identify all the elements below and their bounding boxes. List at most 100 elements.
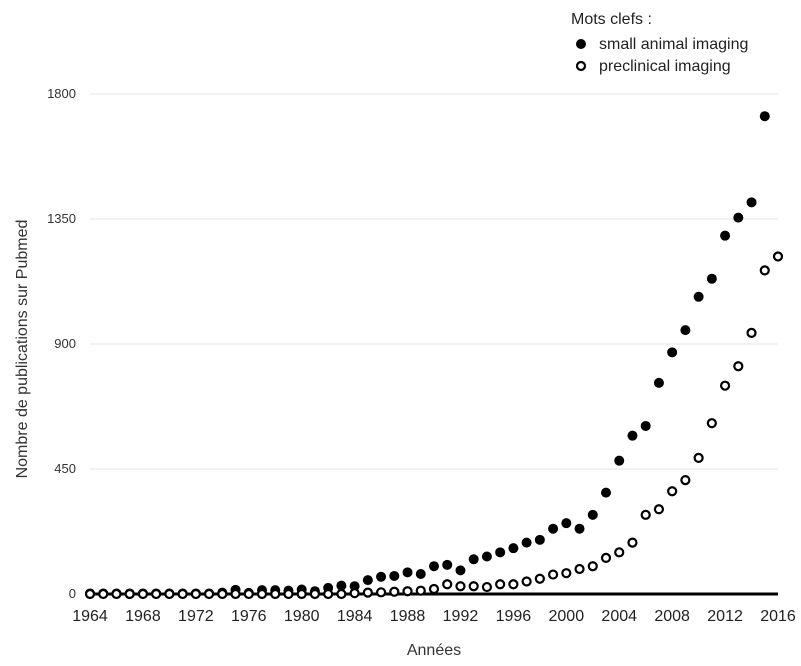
data-point	[495, 579, 506, 590]
data-point	[772, 251, 784, 262]
legend: Mots clefs : small animal imaging preclin…	[571, 11, 748, 75]
data-point	[468, 581, 479, 592]
data-point	[614, 455, 625, 466]
data-point	[309, 588, 321, 600]
x-tick-label: 1980	[284, 608, 320, 625]
data-point	[706, 418, 717, 429]
data-point	[640, 509, 651, 520]
y-tick-label: 450	[54, 461, 76, 476]
data-point	[759, 111, 770, 122]
legend-marker	[575, 60, 587, 72]
data-point	[614, 547, 625, 558]
data-point	[561, 518, 572, 529]
data-point	[375, 587, 387, 598]
data-series	[84, 111, 784, 600]
data-point	[98, 588, 109, 600]
x-tick-labels: 1964 1968 1972 1976 1980 1984 1988 1992 1996 2000…	[72, 608, 796, 625]
data-point	[442, 559, 453, 570]
data-point	[429, 561, 439, 572]
data-point	[600, 552, 612, 563]
data-point	[402, 567, 413, 578]
data-point	[270, 588, 281, 600]
data-point	[587, 561, 598, 572]
data-point	[336, 588, 347, 600]
x-tick-label: 1988	[390, 608, 426, 625]
data-point	[693, 452, 704, 463]
data-point	[111, 588, 122, 600]
series-1	[84, 251, 784, 600]
data-point	[561, 568, 572, 579]
data-point	[336, 580, 347, 591]
data-point	[574, 523, 585, 534]
data-point	[455, 565, 466, 576]
data-point	[667, 486, 678, 497]
data-point	[283, 588, 294, 600]
data-point	[680, 325, 691, 336]
data-point	[534, 534, 545, 545]
data-point	[256, 588, 268, 600]
x-tick-label: 2016	[760, 608, 796, 625]
data-point	[376, 571, 387, 582]
data-point	[323, 588, 334, 600]
y-tick-label: 1350	[47, 211, 76, 226]
data-point	[442, 579, 453, 590]
data-point	[190, 588, 201, 600]
data-point	[746, 327, 757, 338]
legend-item: preclinical imaging	[575, 58, 731, 75]
y-tick-label: 1800	[47, 86, 76, 101]
x-tick-label: 1976	[231, 608, 267, 625]
x-tick-label: 1964	[72, 608, 108, 625]
data-point	[627, 537, 638, 548]
data-point	[508, 543, 519, 554]
data-point	[389, 586, 400, 597]
data-point	[243, 588, 254, 600]
x-tick-label: 1968	[125, 608, 161, 625]
data-point	[428, 583, 440, 595]
data-point	[720, 230, 731, 241]
data-point	[706, 273, 717, 284]
data-point	[362, 575, 373, 586]
data-point	[481, 581, 493, 593]
data-point	[653, 504, 665, 515]
data-point	[349, 588, 360, 599]
data-point	[203, 588, 215, 600]
data-point	[508, 579, 519, 590]
legend-label: preclinical imaging	[599, 58, 731, 75]
data-point	[521, 576, 532, 587]
data-point	[177, 588, 188, 600]
data-point	[693, 291, 704, 302]
data-point	[640, 420, 651, 431]
data-point	[719, 380, 731, 391]
legend-marker	[576, 39, 586, 49]
data-point	[733, 212, 744, 223]
x-tick-label: 2008	[654, 608, 690, 625]
data-point	[415, 585, 426, 596]
x-tick-label: 1984	[337, 608, 373, 625]
data-point	[733, 361, 744, 372]
data-point	[468, 554, 479, 565]
data-point	[587, 509, 598, 520]
legend-item: small animal imaging	[576, 36, 748, 53]
data-point	[402, 586, 413, 597]
data-point	[680, 475, 691, 486]
x-tick-label: 2012	[707, 608, 743, 625]
y-tick-labels: 0 450 900 1350 1800	[47, 86, 76, 601]
data-point	[84, 588, 96, 600]
x-tick-label: 2000	[549, 608, 585, 625]
x-tick-label: 1996	[496, 608, 532, 625]
data-point	[481, 551, 492, 562]
data-point	[574, 563, 585, 575]
y-tick-label: 900	[54, 336, 76, 351]
x-tick-label: 1972	[178, 608, 214, 625]
gridlines	[90, 93, 778, 470]
data-point	[230, 588, 241, 600]
legend-label: small animal imaging	[599, 36, 748, 53]
data-point	[137, 588, 149, 600]
data-point	[164, 588, 175, 600]
data-point	[534, 573, 545, 584]
y-axis-title: Nombre de publications sur Pubmed	[14, 220, 31, 479]
data-point	[296, 588, 307, 600]
data-point	[547, 569, 559, 580]
